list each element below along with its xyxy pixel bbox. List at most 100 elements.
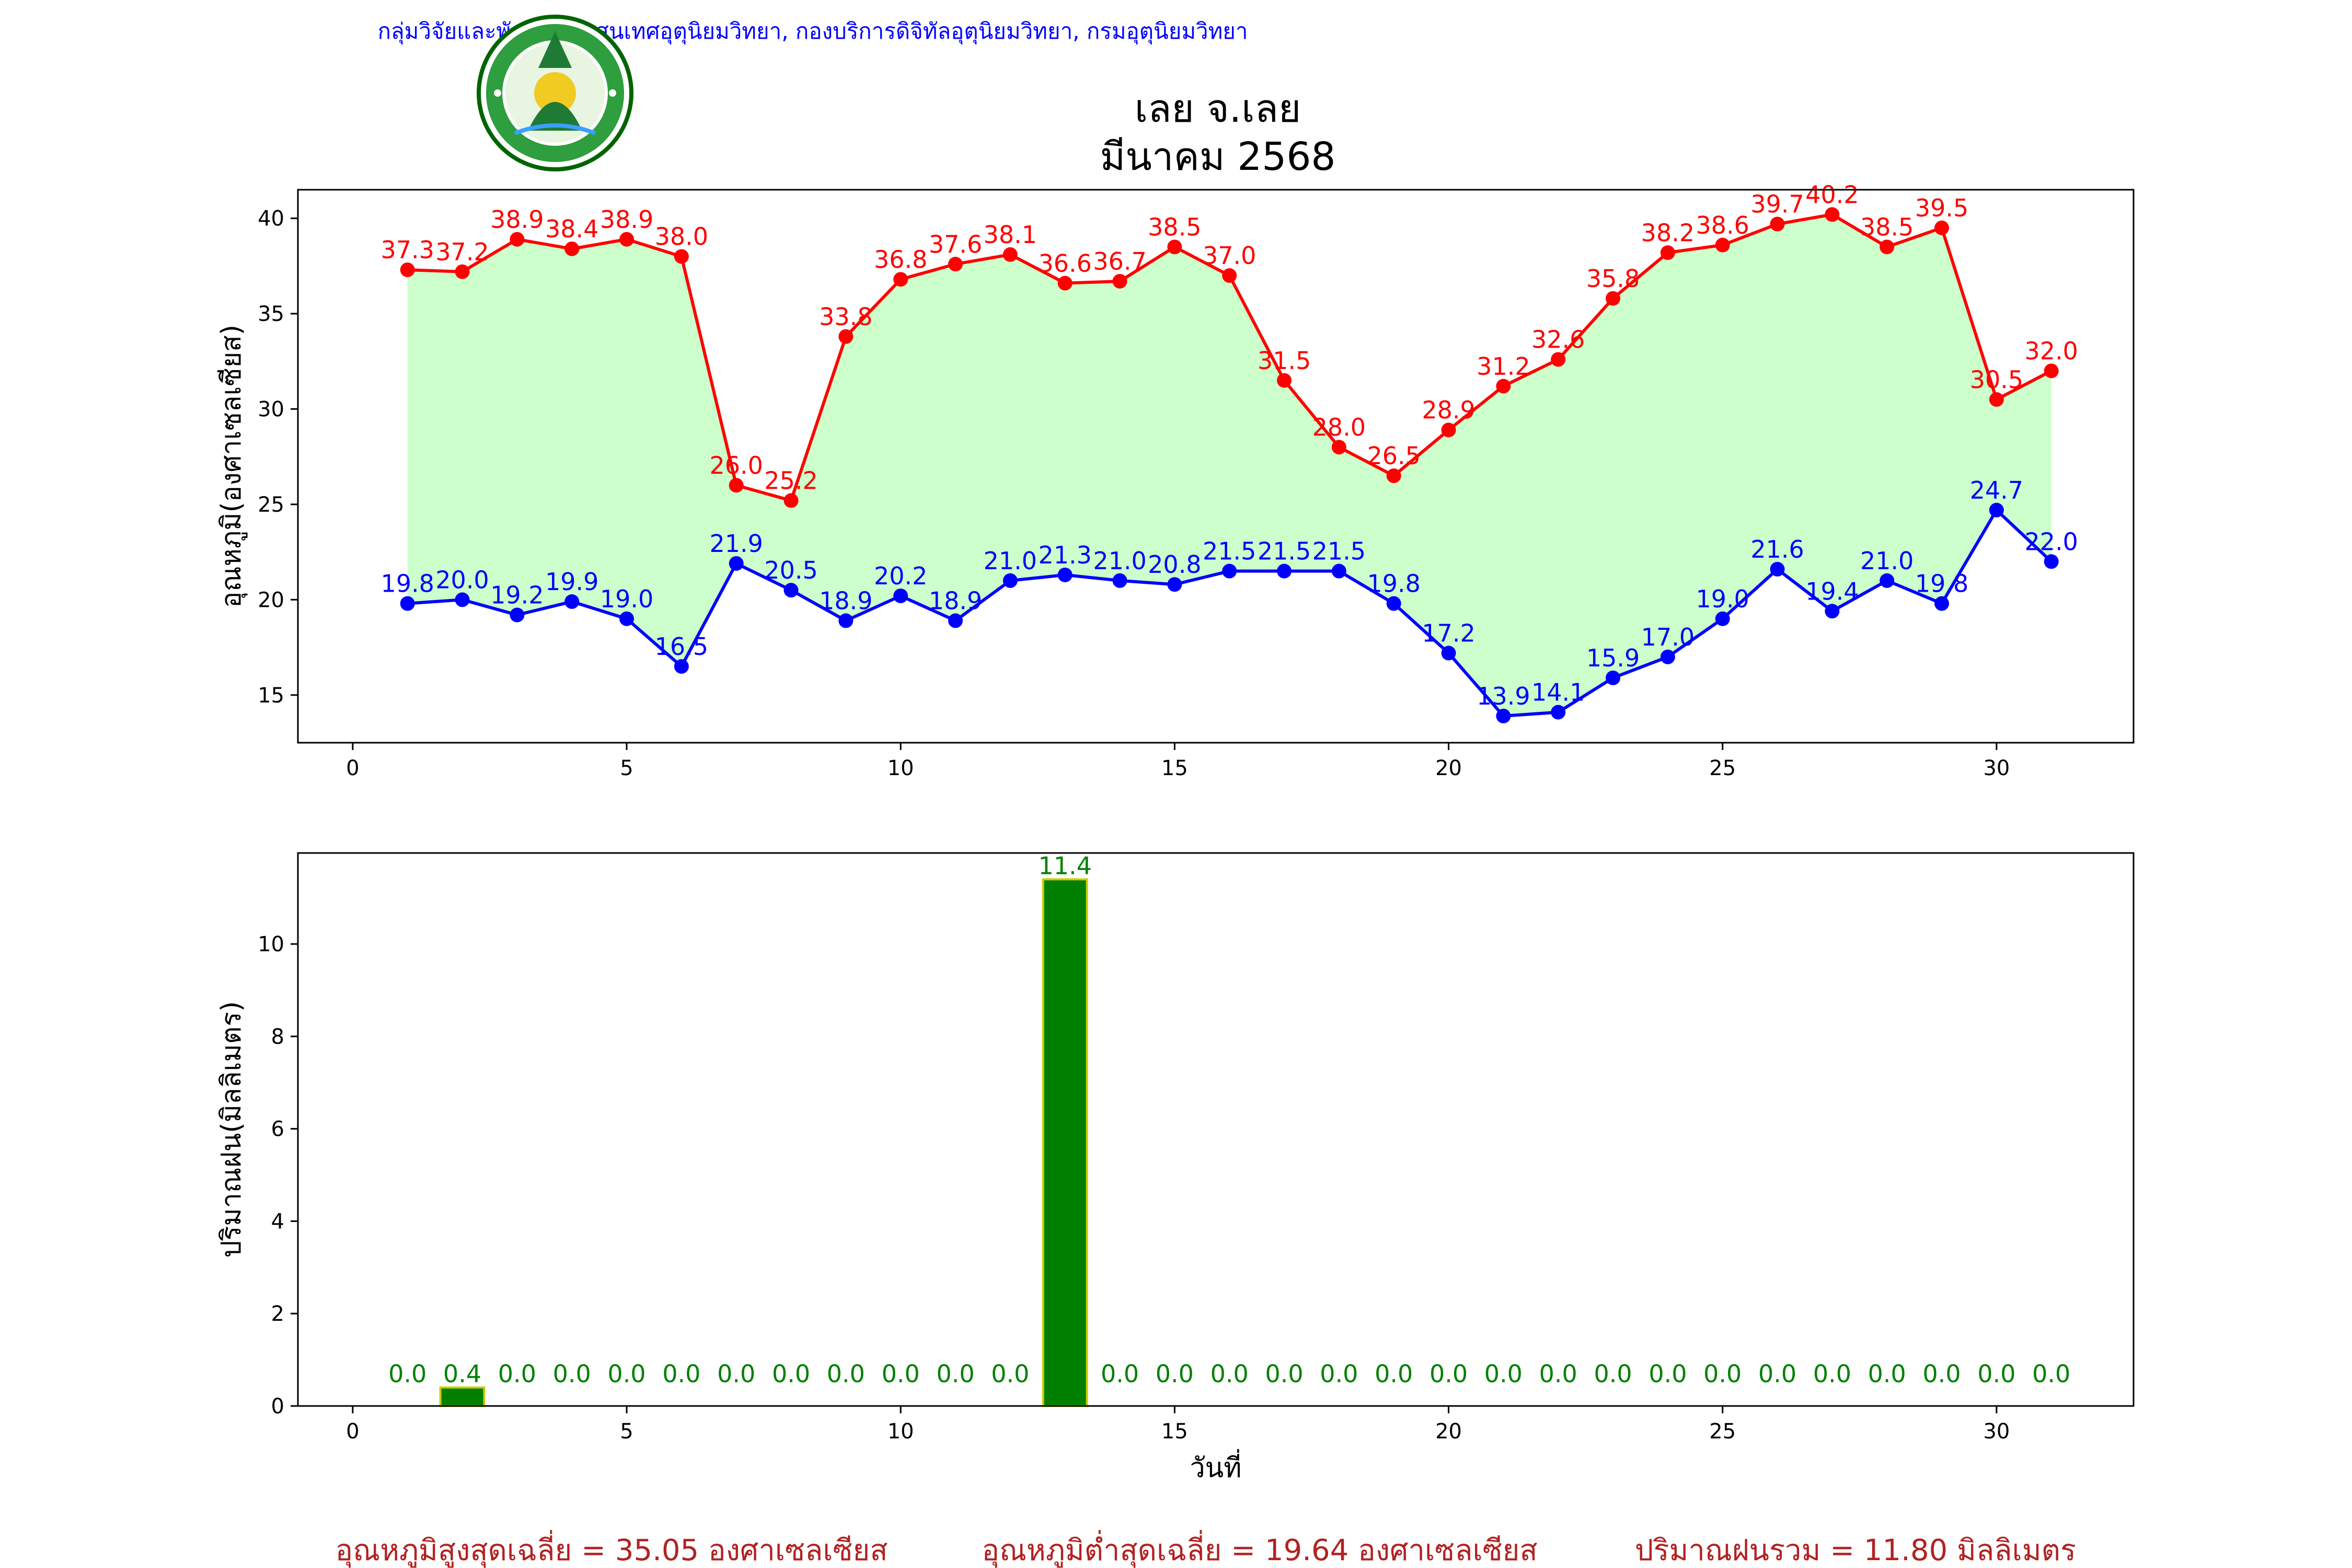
min-temperature-label: 18.9: [819, 587, 872, 615]
min-temperature-point: [2044, 554, 2059, 569]
y-tick-label: 0: [271, 1394, 284, 1419]
x-tick-label: 20: [1435, 756, 1462, 780]
max-temperature-label: 39.5: [1915, 194, 1968, 222]
min-temperature-point: [455, 592, 470, 607]
max-temperature-point: [1386, 468, 1401, 483]
max-temperature-point: [1112, 274, 1127, 289]
max-temperature-label: 37.2: [435, 238, 489, 266]
min-temperature-point: [729, 556, 744, 571]
min-temperature-point: [1112, 573, 1127, 588]
rainfall-label: 0.0: [1375, 1360, 1413, 1388]
min-temperature-point: [1386, 596, 1401, 611]
min-temperature-point: [1989, 502, 2004, 517]
min-temperature-point: [1880, 573, 1895, 588]
min-temperature-point: [1277, 563, 1292, 579]
min-temperature-label: 19.0: [600, 585, 653, 613]
rainfall-label: 0.0: [936, 1360, 974, 1388]
rainfall-plot-frame: [297, 852, 2135, 1407]
max-temperature-label: 38.5: [1148, 213, 1201, 241]
chart-title-line2: มีนาคม 2568: [1100, 134, 1335, 179]
rainfall-label: 11.4: [1038, 851, 1091, 880]
rainfall-label: 0.0: [1156, 1360, 1194, 1388]
max-temperature-point: [1441, 422, 1456, 437]
rainfall-label: 0.0: [2032, 1360, 2070, 1388]
min-temperature-label: 20.0: [435, 566, 489, 594]
max-temperature-point: [1167, 239, 1182, 255]
y-tick-label: 10: [258, 932, 284, 956]
y-tick-label: 8: [271, 1025, 284, 1049]
min-temperature-label: 19.4: [1805, 577, 1859, 605]
y-tick-label: 15: [258, 684, 284, 708]
rainfall-label: 0.0: [1758, 1360, 1796, 1388]
min-temperature-label: 20.5: [764, 556, 817, 584]
max-temperature-point: [1880, 239, 1895, 255]
min-temperature-point: [893, 589, 908, 604]
min-temperature-label: 16.5: [655, 632, 708, 661]
max-temperature-point: [783, 493, 799, 508]
min-temperature-point: [1825, 604, 1840, 619]
min-temperature-point: [1496, 708, 1511, 723]
y-tick-label: 40: [258, 207, 284, 231]
min-temperature-point: [619, 611, 635, 626]
department-logo: [477, 15, 633, 171]
summary-avg-max: อุณหภูมิสูงสุดเฉลี่ย = 35.05 องศาเซลเซีย…: [335, 1530, 887, 1568]
y-tick-label: 4: [271, 1209, 284, 1233]
summary-total-rain: ปริมาณฝนรวม = 11.80 มิลลิเมตร: [1635, 1534, 2076, 1567]
max-temperature-point: [1496, 378, 1511, 394]
min-temperature-point: [838, 613, 854, 628]
min-temperature-point: [1551, 705, 1566, 720]
min-temperature-label: 20.2: [874, 562, 927, 590]
min-temperature-label: 20.8: [1148, 550, 1201, 579]
rainfall-label: 0.0: [1703, 1360, 1742, 1388]
rainfall-label: 0.0: [1868, 1360, 1906, 1388]
temperature-chart: 37.3 37.238.9 38.4 38.938.026.025.233.836.8…: [216, 180, 2135, 780]
max-temperature-label: 38.9: [600, 205, 653, 234]
max-temperature-point: [564, 241, 580, 257]
y-tick-label: 6: [271, 1117, 284, 1142]
x-tick-label: 25: [1709, 1420, 1736, 1444]
min-temperature-label: 19.8: [381, 570, 434, 598]
max-temperature-point: [400, 262, 415, 278]
max-temperature-label: 40.2: [1805, 180, 1859, 209]
min-temperature-label: 21.9: [709, 529, 763, 558]
max-temperature-point: [1222, 268, 1237, 283]
max-temperature-label: 32.6: [1531, 326, 1585, 354]
max-temperature-label: 39.7: [1750, 190, 1804, 218]
min-temperature-point: [1715, 611, 1730, 626]
min-temperature-point: [948, 613, 963, 628]
y-tick-label: 25: [258, 493, 284, 517]
min-temperature-point: [564, 594, 580, 609]
max-temperature-label: 32.0: [2025, 337, 2078, 365]
x-tick-label: 5: [620, 756, 633, 780]
x-tick-label: 20: [1435, 1420, 1462, 1444]
min-temperature-point: [1606, 670, 1621, 685]
max-temperature-point: [1606, 291, 1621, 306]
rainfall-label: 0.0: [1429, 1360, 1468, 1388]
min-temperature-point: [1770, 562, 1785, 577]
max-temperature-label: 37.6: [929, 230, 982, 258]
max-temperature-point: [2044, 363, 2059, 378]
rainfall-label: 0.0: [1977, 1360, 2015, 1388]
x-tick-label: 30: [1983, 756, 2010, 780]
rainfall-label: 0.0: [1210, 1360, 1249, 1388]
min-temperature-point: [1660, 649, 1675, 664]
x-tick-label: 15: [1161, 1420, 1188, 1444]
max-temperature-point: [1277, 373, 1292, 388]
max-temperature-point: [838, 329, 854, 344]
rainfall-bar: [1042, 878, 1088, 1407]
max-temperature-point: [1989, 392, 2004, 407]
max-temperature-label: 36.6: [1038, 249, 1091, 278]
min-temperature-label: 21.5: [1312, 537, 1366, 566]
max-temperature-point: [893, 272, 908, 287]
max-temperature-point: [1002, 247, 1018, 262]
chart-title-line1: เลย จ.เลย: [1135, 86, 1301, 131]
max-temperature-label: 38.6: [1696, 211, 1749, 239]
x-tick-label: 5: [620, 1420, 633, 1444]
max-temperature-point: [1715, 237, 1730, 252]
min-temperature-point: [1934, 596, 1950, 611]
max-temperature-label: 35.8: [1586, 264, 1640, 293]
y-tick-label: 30: [258, 398, 284, 422]
min-temperature-label: 17.2: [1422, 619, 1475, 648]
min-temperature-point: [1441, 645, 1456, 661]
